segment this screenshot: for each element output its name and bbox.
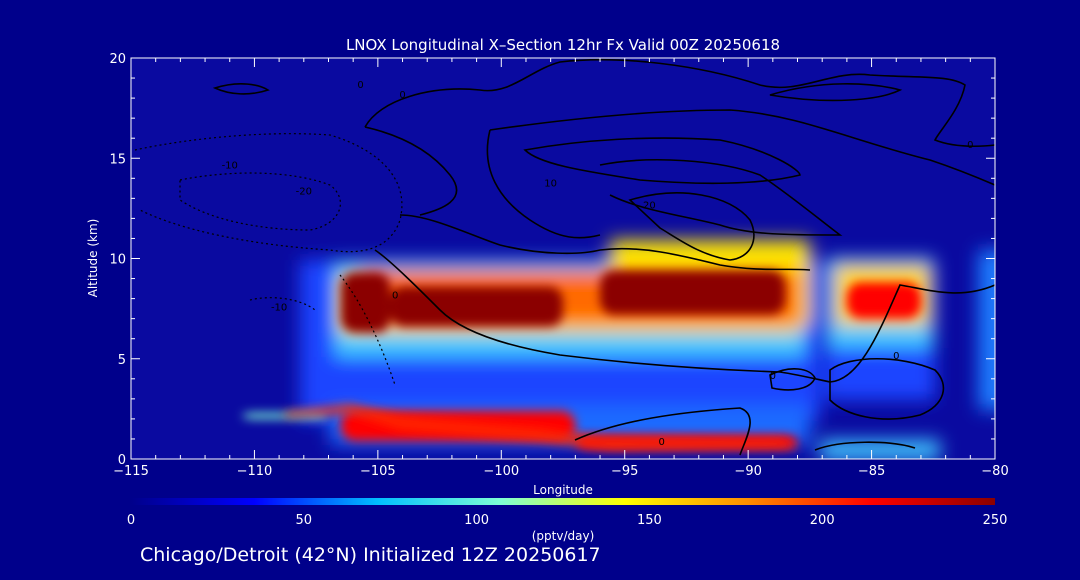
contour-closed-small [769,368,816,391]
contour-0-bottom [574,407,751,456]
contour-0-bottom-east [814,441,916,451]
contour-30 [628,192,755,261]
lnox-cell-0 [340,272,391,333]
contour-0-east [829,284,995,383]
contour-closed-top-left [212,82,270,95]
y-tick-label: 10 [109,253,126,268]
colorbar-tick-label: 150 [637,513,662,528]
x-axis-label: Longitude [533,483,593,497]
contour-label-1: 0 [399,90,405,101]
x-tick-label: −110 [237,464,273,479]
contour-0-mid [489,109,995,186]
contour-neg-10-low [249,297,316,311]
y-tick-label: 5 [118,353,126,368]
x-tick-label: −115 [113,464,149,479]
contour-label-7: -10 [271,303,287,314]
footer-caption: Chicago/Detroit (42°N) Initialized 12Z 2… [140,544,601,566]
x-tick-label: −80 [981,464,1008,479]
field-low-east [820,440,940,459]
field-blue-edge [978,250,995,410]
contour-negative [134,133,403,386]
contour-0-west [364,126,458,216]
y-tick-label: 20 [109,52,126,67]
contour-labels: 0 0 0 10 20 -10 -20 -10 0 0 0 0 [222,80,974,448]
lnox-cell-1 [390,286,563,327]
lnox-field: 0 0 0 10 20 -10 -20 -10 0 0 0 0 [134,58,995,459]
colorbar [131,498,995,505]
chart-title: LNOX Longitudinal X–Section 12hr Fx Vali… [346,36,780,54]
y-axis: 0 5 10 15 20 [109,52,995,468]
x-tick-label: −105 [360,464,396,479]
contour-label-10: 0 [893,351,899,362]
contour-label-3: 10 [544,178,557,189]
contour-label-4: 20 [643,200,656,211]
x-axis: −115 −110 −105 −100 −95 −90 −85 −80 [113,58,1009,479]
colorbar-tick-label: 200 [810,513,835,528]
colorbar-label: (pptv/day) [532,529,595,543]
contour-20 [599,159,843,236]
colorbar-ticks: 0 50 100 150 200 250 [127,513,1008,528]
contour-label-5: -10 [222,160,238,171]
colorbar-tick-label: 250 [983,513,1008,528]
colorbar-tick-label: 0 [127,513,135,528]
contour-10 [523,137,801,185]
contour-lines [212,58,995,456]
contour-0-lower [374,249,831,383]
contour-0-upper [364,58,995,148]
contour-label-9: 0 [770,371,776,382]
x-tick-label: −90 [734,464,761,479]
lnox-cell-3 [846,282,921,319]
x-tick-label: −95 [611,464,638,479]
contour-neg-low [339,274,396,386]
x-tick-label: −85 [858,464,885,479]
contour-closed-upper-right [769,83,903,102]
x-tick-label: −100 [483,464,519,479]
lnox-cell-2 [600,270,786,315]
contour-label-6: -20 [296,186,312,197]
contour-closed-east [829,358,945,420]
field-low-shelf [285,404,800,450]
y-axis-label: Altitude (km) [86,219,100,298]
colorbar-tick-label: 50 [296,513,313,528]
contour-label-8: 0 [392,291,398,302]
colorbar-tick-label: 100 [464,513,489,528]
contour-label-2: 0 [967,140,973,151]
contour-label-0: 0 [357,80,363,91]
contour-neg-10 [134,133,403,253]
contour-label-11: 0 [659,437,665,448]
contour-10-west [486,129,601,239]
contour-0-flow [399,214,811,271]
y-tick-label: 15 [109,152,126,167]
contour-neg-20 [179,172,341,231]
y-tick-label: 0 [118,453,126,468]
